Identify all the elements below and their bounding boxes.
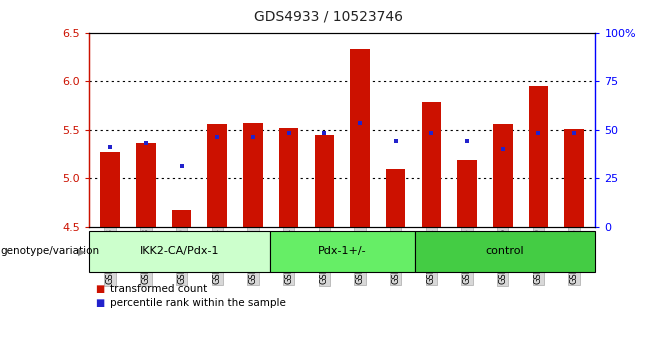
Bar <box>386 169 405 227</box>
Text: genotype/variation: genotype/variation <box>0 246 99 256</box>
Bar <box>350 49 370 227</box>
Bar <box>565 129 584 227</box>
Bar <box>528 86 548 227</box>
Bar <box>457 160 477 227</box>
Text: control: control <box>486 246 524 256</box>
Text: percentile rank within the sample: percentile rank within the sample <box>110 298 286 308</box>
Bar <box>207 124 227 227</box>
Bar <box>279 128 299 227</box>
Text: GDS4933 / 10523746: GDS4933 / 10523746 <box>255 9 403 23</box>
Bar <box>172 211 191 227</box>
Text: ▶: ▶ <box>78 246 86 256</box>
Text: transformed count: transformed count <box>110 284 207 294</box>
Text: Pdx-1+/-: Pdx-1+/- <box>318 246 367 256</box>
Text: ■: ■ <box>95 298 105 308</box>
Bar <box>136 143 156 227</box>
Text: ■: ■ <box>95 284 105 294</box>
Bar <box>243 123 263 227</box>
Bar <box>315 135 334 227</box>
Bar <box>422 102 441 227</box>
Bar <box>101 152 120 227</box>
Text: IKK2-CA/Pdx-1: IKK2-CA/Pdx-1 <box>139 246 219 256</box>
Bar <box>493 124 513 227</box>
